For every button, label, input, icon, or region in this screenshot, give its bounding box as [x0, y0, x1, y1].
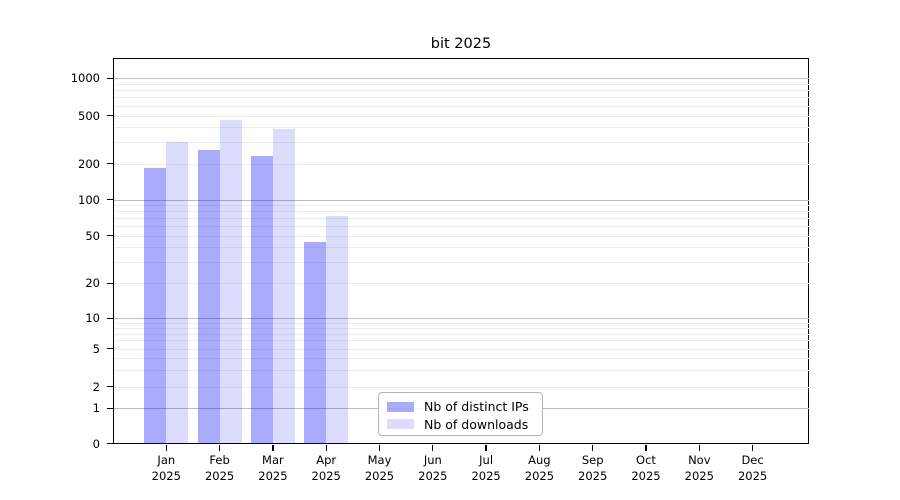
bar-distinct-ips-feb: [197, 149, 220, 444]
gridline-minor: [114, 211, 809, 213]
gridline-minor: [114, 142, 809, 144]
x-tick-mark: [645, 444, 647, 451]
y-tick-label: 10: [85, 311, 100, 325]
y-tick-mark: [106, 407, 113, 409]
plot-area: [113, 58, 809, 444]
gridline-minor: [114, 163, 809, 165]
x-tick-label-nov: Nov 2025: [684, 452, 714, 483]
gridline-minor: [114, 357, 809, 359]
y-tick-mark: [106, 163, 113, 165]
gridline-minor: [114, 226, 809, 228]
y-tick-label: 20: [85, 276, 100, 290]
y-tick-mark: [106, 317, 113, 319]
bar-distinct-ips-jan: [144, 168, 167, 444]
gridline-minor: [114, 127, 809, 129]
bar-distinct-ips-mar: [250, 156, 273, 444]
y-tick-mark: [106, 77, 113, 80]
x-tick-mark: [698, 444, 700, 451]
x-tick-label-apr: Apr 2025: [311, 452, 341, 483]
gridline-minor: [114, 90, 809, 92]
chart-title: bit 2025: [430, 36, 492, 52]
legend-swatch-downloads-icon: [387, 419, 414, 430]
gridline-minor: [114, 204, 809, 206]
y-tick-mark: [106, 282, 113, 284]
gridline-minor: [114, 247, 809, 249]
x-tick-label-jun: Jun 2025: [418, 452, 448, 483]
x-tick-label-mar: Mar 2025: [258, 452, 288, 483]
x-tick-label-jul: Jul 2025: [471, 452, 501, 483]
legend-item-downloads: Nb of downloads: [387, 416, 534, 434]
x-tick-label-may: May 2025: [364, 452, 395, 483]
x-tick-label-feb: Feb 2025: [204, 452, 235, 483]
y-tick-mark: [106, 199, 113, 201]
x-tick-label-oct: Oct 2025: [631, 452, 661, 483]
x-tick-mark: [432, 444, 434, 451]
gridline-minor: [114, 327, 809, 329]
y-tick-label: 1000: [70, 71, 100, 86]
legend-item-distinct-ips: Nb of distinct IPs: [387, 398, 534, 416]
gridline-major: [114, 318, 809, 319]
gridline-minor: [114, 322, 809, 324]
x-tick-label-jan: Jan 2025: [151, 452, 181, 483]
y-tick-mark: [106, 235, 113, 237]
x-tick-mark: [272, 444, 274, 451]
x-tick-mark: [538, 444, 541, 451]
y-tick-label: 100: [78, 192, 100, 207]
gridline-major: [114, 78, 809, 80]
bar-downloads-jan: [166, 142, 189, 444]
y-tick-label: 2: [92, 379, 100, 394]
gridline-minor: [114, 105, 809, 107]
gridline-minor: [114, 235, 809, 237]
y-tick-label: 0: [92, 436, 100, 451]
gridline-minor: [114, 340, 809, 342]
bar-downloads-apr: [326, 215, 349, 444]
bar-downloads-feb: [219, 119, 242, 444]
legend-swatch-distinct-ips-icon: [387, 401, 414, 412]
legend-label-distinct-ips: Nb of distinct IPs: [424, 399, 529, 415]
legend: Nb of distinct IPs Nb of downloads: [378, 392, 543, 436]
y-tick-mark: [106, 443, 113, 445]
x-tick-mark: [378, 444, 381, 451]
gridline-minor: [114, 369, 809, 371]
y-tick-label: 5: [92, 341, 100, 356]
gridline-minor: [114, 115, 809, 117]
bar-downloads-mar: [272, 128, 295, 444]
gridline-minor: [114, 97, 809, 99]
x-tick-label-sep: Sep 2025: [578, 452, 608, 483]
y-tick-label: 500: [78, 108, 100, 123]
gridline-minor: [114, 261, 809, 263]
gridline-minor: [114, 83, 809, 85]
y-tick-mark: [106, 348, 113, 350]
gridline-minor: [114, 333, 809, 335]
gridline-minor: [114, 348, 809, 350]
y-tick-label: 1: [92, 401, 100, 415]
y-tick-mark: [106, 115, 113, 117]
bar-distinct-ips-apr: [304, 242, 327, 444]
x-tick-mark: [165, 444, 167, 451]
x-tick-mark: [325, 444, 327, 451]
x-tick-label-aug: Aug 2025: [524, 452, 555, 483]
x-tick-mark: [592, 444, 594, 451]
x-tick-label-dec: Dec 2025: [737, 452, 768, 483]
gridline-minor: [114, 218, 809, 220]
y-tick-mark: [106, 386, 113, 388]
gridline-minor: [114, 283, 809, 284]
gridline-minor: [114, 386, 809, 388]
x-tick-mark: [485, 444, 487, 451]
gridline-major: [114, 199, 809, 201]
x-tick-mark: [751, 444, 754, 451]
y-tick-label: 200: [78, 156, 100, 171]
x-tick-mark: [218, 444, 221, 451]
legend-label-downloads: Nb of downloads: [424, 416, 529, 432]
y-tick-label: 50: [85, 228, 100, 243]
